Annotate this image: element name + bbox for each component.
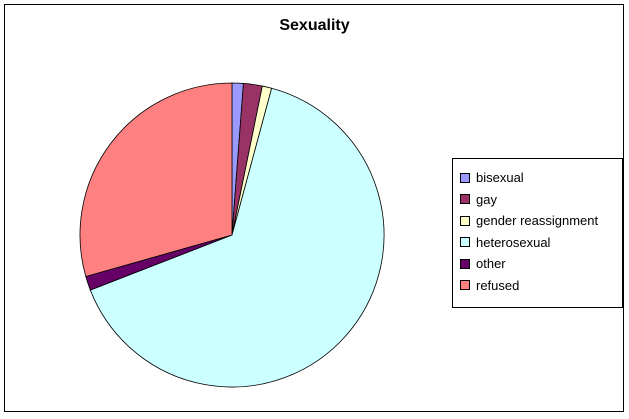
- legend-item: heterosexual: [460, 232, 622, 254]
- legend-item: gay: [460, 189, 622, 211]
- legend-swatch: [460, 172, 470, 183]
- legend-item: gender reassignment: [460, 210, 622, 232]
- pie-slice-heterosexual: [89, 87, 385, 388]
- chart-title: Sexuality: [279, 17, 350, 34]
- legend-label: other: [476, 256, 506, 272]
- legend-item: refused: [460, 275, 622, 297]
- legend-label: heterosexual: [476, 234, 551, 250]
- legend-item: other: [460, 253, 622, 275]
- legend-item: bisexual: [460, 167, 622, 189]
- legend: bisexual gay gender reassignment heterosexu…: [452, 158, 623, 308]
- legend-swatch: [460, 194, 470, 205]
- legend-swatch: [460, 280, 470, 291]
- legend-swatch: [460, 215, 470, 226]
- legend-label: refused: [476, 277, 520, 293]
- pie-slice-refused: [79, 82, 233, 277]
- legend-label: gay: [476, 191, 497, 207]
- legend-swatch: [460, 237, 470, 248]
- legend-label: bisexual: [476, 170, 524, 186]
- legend-label: gender reassignment: [476, 213, 599, 229]
- legend-swatch: [460, 258, 470, 269]
